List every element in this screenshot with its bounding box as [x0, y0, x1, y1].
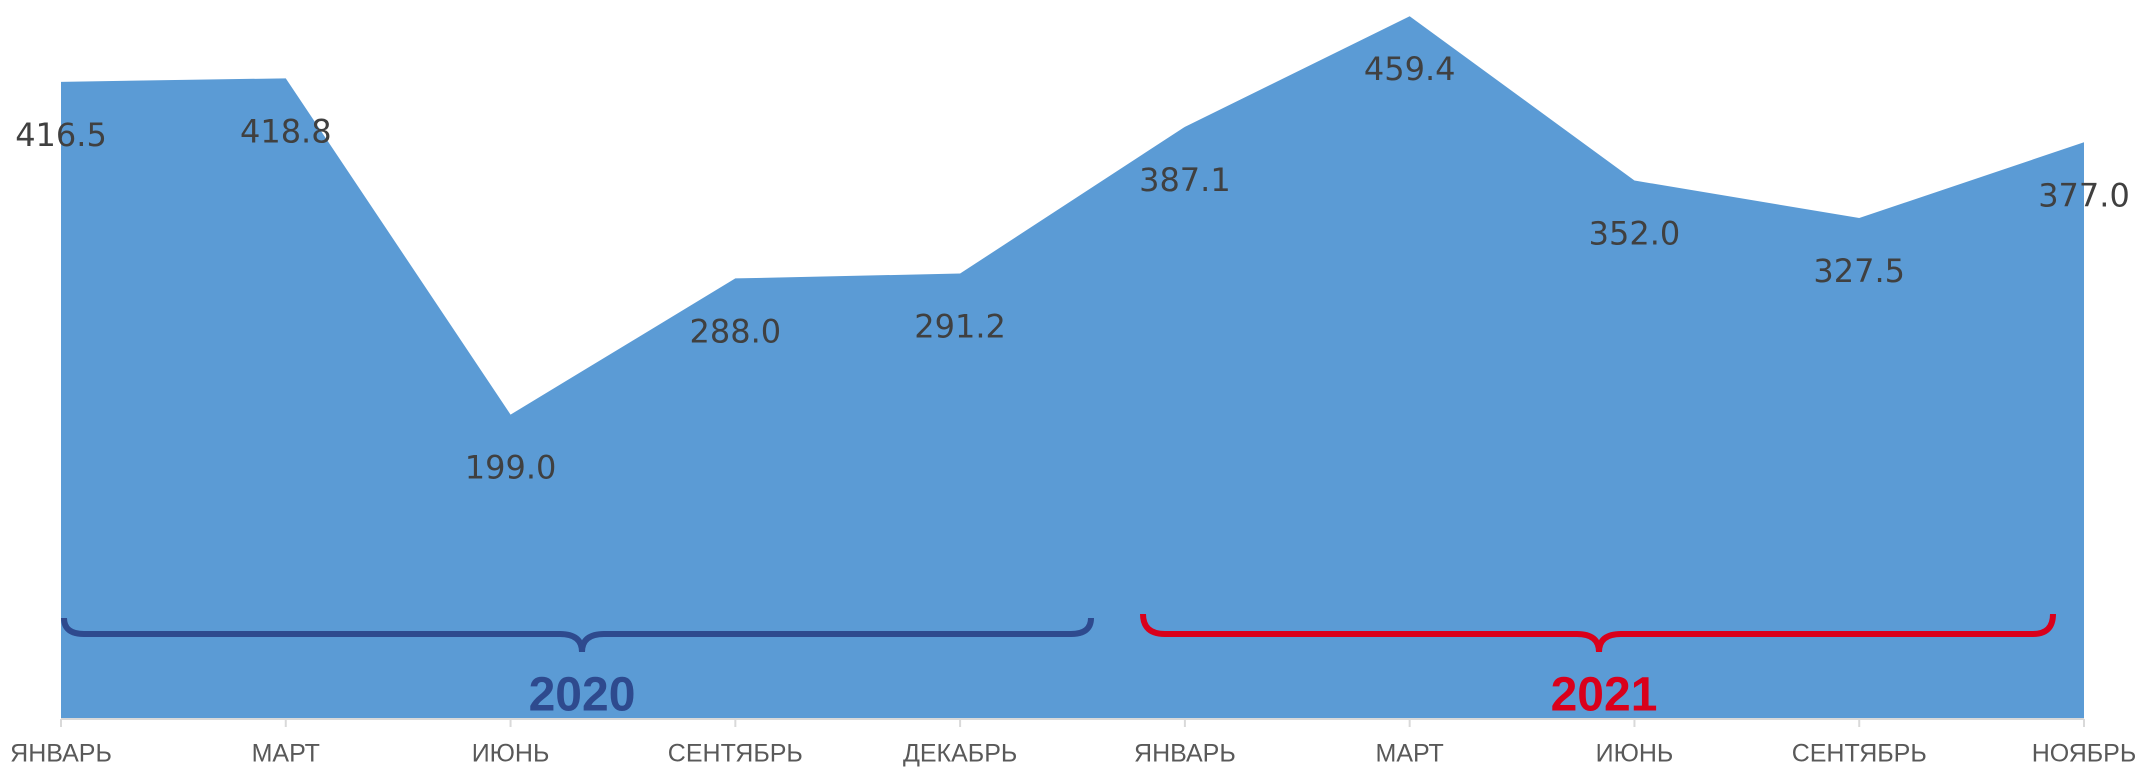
plot — [61, 16, 2084, 719]
data-label: 327.5 — [1813, 252, 1905, 290]
x-tick-label: ИЮНЬ — [1596, 740, 1674, 768]
x-tick-label: ЯНВАРЬ — [1134, 740, 1236, 768]
area — [61, 16, 2084, 719]
x-tick-label: СЕНТЯБРЬ — [668, 740, 803, 768]
brace-2021 — [1140, 613, 2056, 653]
x-tick-label: НОЯБРЬ — [2032, 740, 2137, 768]
x-tick-label: ИЮНЬ — [472, 740, 550, 768]
data-label: 418.8 — [240, 112, 332, 150]
x-tick-label: СЕНТЯБРЬ — [1792, 740, 1927, 768]
x-tick-label: ЯНВАРЬ — [10, 740, 112, 768]
year-label: 2020 — [529, 669, 636, 722]
data-label: 416.5 — [15, 116, 107, 154]
x-tick-label: МАРТ — [252, 740, 320, 768]
x-tick-label: МАРТ — [1376, 740, 1444, 768]
data-label: 288.0 — [690, 312, 782, 350]
data-label: 459.4 — [1364, 50, 1456, 88]
data-label: 352.0 — [1589, 215, 1681, 253]
data-label: 199.0 — [465, 449, 557, 487]
data-label: 377.0 — [2038, 176, 2130, 214]
x-tick-label: ДЕКАБРЬ — [903, 740, 1017, 768]
data-label: 291.2 — [914, 308, 1006, 346]
brace-2020 — [61, 617, 1094, 653]
year-label: 2021 — [1551, 669, 1658, 722]
data-label: 387.1 — [1139, 161, 1231, 199]
